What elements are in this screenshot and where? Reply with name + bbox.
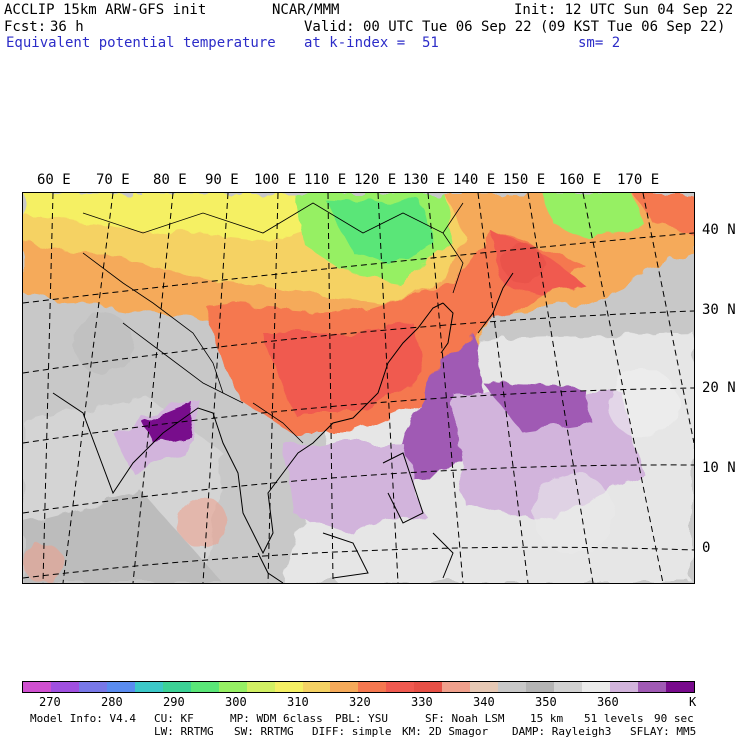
footer-model-info: Model Info: V4.4: [30, 712, 136, 725]
footer-levels: 51 levels: [584, 712, 644, 725]
colorbar-swatch-6: [190, 682, 219, 692]
colorbar-swatch-7: [218, 682, 247, 692]
colorbar-swatch-16: [470, 682, 499, 692]
lon-label-70e: 70 E: [96, 172, 130, 188]
lon-label-80e: 80 E: [153, 172, 187, 188]
lon-label-130e: 130 E: [403, 172, 446, 188]
lon-label-120e: 120 E: [354, 172, 397, 188]
china-core-plume: [263, 323, 423, 413]
footer-timestep: 90 sec: [654, 712, 694, 725]
footer-km: KM: 2D Smagor: [402, 725, 489, 738]
indian-ocean-dark-region: [23, 493, 223, 583]
south-china-sea-lilac: [283, 443, 423, 533]
colorbar-label-360: 360: [597, 695, 619, 709]
forecast-hour: 36 h: [50, 19, 84, 35]
footer-resolution: 15 km: [530, 712, 564, 725]
lat-label-20n: 20 N: [702, 380, 736, 396]
footer-mp: MP: WDM 6class: [230, 712, 323, 725]
footer-cu: CU: KF: [154, 712, 194, 725]
valid-time: Valid: 00 UTC Tue 06 Sep 22 (09 KST Tue …: [304, 19, 726, 35]
colorbar-swatch-9: [274, 682, 303, 692]
colorbar-swatch-18: [526, 682, 555, 692]
smoothing-label: sm= 2: [578, 35, 621, 51]
lon-label-160e: 160 E: [559, 172, 602, 188]
footer-damp: DAMP: Rayleigh3: [512, 725, 612, 738]
colorbar-swatch-1: [50, 682, 79, 692]
colorbar-label-330: 330: [411, 695, 433, 709]
colorbar-swatch-8: [246, 682, 275, 692]
colorbar-swatch-15: [442, 682, 471, 692]
colorbar-swatch-23: [665, 682, 694, 692]
colorbar-swatch-21: [610, 682, 638, 692]
colorbar-swatch-5: [162, 682, 191, 692]
model-title: ACCLIP 15km ARW-GFS init: [4, 2, 207, 18]
lon-label-90e: 90 E: [205, 172, 239, 188]
init-time: Init: 12 UTC Sun 04 Sep 22: [514, 2, 734, 18]
northwest-yellow-band: [23, 193, 323, 243]
colorbar-label-280: 280: [101, 695, 123, 709]
colorbar-label-300: 300: [225, 695, 247, 709]
colorbar-label-310: 310: [287, 695, 309, 709]
colorbar-unit: K: [689, 695, 697, 709]
footer-diff: DIFF: simple: [312, 725, 392, 738]
colorbar-swatch-19: [554, 682, 583, 692]
field-name: Equivalent potential temperature: [6, 35, 276, 51]
northeast-red-region: [633, 193, 694, 233]
lat-label-10n: 10 N: [702, 460, 736, 476]
lon-label-150e: 150 E: [503, 172, 546, 188]
colorbar-swatch-0: [23, 682, 51, 692]
country-borders: [82, 202, 464, 444]
forecast-label: Fcst:: [4, 19, 47, 35]
mongolia-core-region: [323, 198, 433, 268]
colorbar-swatch-13: [386, 682, 415, 692]
bay-of-bengal-dark: [143, 403, 193, 443]
colorbar-swatch-17: [498, 682, 527, 692]
footer-pbl: PBL: YSU: [335, 712, 388, 725]
lat-label-0: 0: [702, 540, 711, 556]
lon-label-140e: 140 E: [453, 172, 496, 188]
footer-sw: SW: RRTMG: [234, 725, 294, 738]
org-label: NCAR/MMM: [272, 2, 340, 18]
colorbar-swatch-3: [106, 682, 135, 692]
colorbar-swatch-20: [582, 682, 611, 692]
colorbar-label-290: 290: [163, 695, 185, 709]
colorbar-label-320: 320: [349, 695, 371, 709]
colorbar-swatch-22: [637, 682, 666, 692]
colorbar-label-340: 340: [473, 695, 495, 709]
lon-label-110e: 110 E: [304, 172, 347, 188]
lon-label-60e: 60 E: [37, 172, 71, 188]
colorbar-label-350: 350: [535, 695, 557, 709]
colorbar-swatch-12: [358, 682, 387, 692]
lat-label-30n: 30 N: [702, 302, 736, 318]
colorbar-swatch-10: [302, 682, 331, 692]
graticule: [23, 193, 694, 583]
lon-label-100e: 100 E: [254, 172, 297, 188]
colorbar-swatch-11: [330, 682, 359, 692]
colorbar-swatch-2: [78, 682, 107, 692]
footer-sf: SF: Noah LSM: [425, 712, 505, 725]
color-scale-bar: [22, 681, 695, 693]
footer-lw: LW: RRTMG: [154, 725, 214, 738]
footer-sflay: SFLAY: MM5: [630, 725, 697, 738]
level-index: at k-index = 51: [304, 35, 439, 51]
lon-label-170e: 170 E: [617, 172, 660, 188]
colorbar-swatch-4: [134, 682, 163, 692]
colorbar-label-270: 270: [39, 695, 61, 709]
lat-label-40n: 40 N: [702, 222, 736, 238]
kamchatka-green-region: [543, 193, 643, 243]
colorbar-swatch-14: [414, 682, 443, 692]
theta-e-map: [22, 192, 695, 584]
